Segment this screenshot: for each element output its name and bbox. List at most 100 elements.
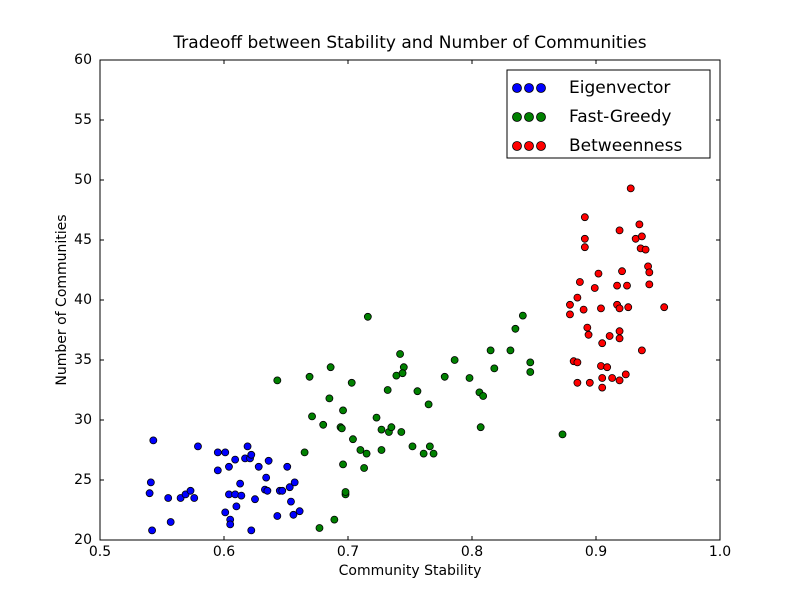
legend-marker: [536, 141, 546, 151]
point: [641, 245, 650, 254]
y-tick-label: 40: [74, 292, 92, 308]
point: [221, 508, 230, 517]
point: [273, 512, 282, 520]
point: [308, 412, 316, 421]
x-tick-label: 1.0: [709, 544, 731, 560]
point: [425, 442, 434, 451]
point: [637, 232, 646, 241]
point: [194, 442, 202, 451]
point: [213, 448, 222, 457]
point: [598, 339, 607, 348]
point: [397, 428, 406, 436]
point: [236, 479, 245, 488]
point: [337, 424, 346, 433]
point: [305, 372, 314, 381]
y-tick-label: 25: [74, 472, 92, 488]
point: [413, 387, 422, 396]
legend-marker: [524, 83, 534, 93]
point: [247, 526, 256, 535]
point: [164, 494, 173, 502]
y-tick-label: 45: [74, 232, 92, 248]
point: [583, 323, 592, 332]
point: [349, 435, 357, 444]
legend-marker: [536, 83, 546, 93]
point: [623, 281, 631, 290]
x-tick-label: 0.6: [213, 544, 235, 560]
point: [526, 368, 535, 376]
point: [330, 515, 339, 524]
point: [263, 486, 272, 495]
point: [289, 510, 298, 519]
point: [377, 446, 386, 454]
y-axis-label: Number of Communities: [54, 214, 70, 385]
point: [221, 448, 230, 457]
point: [590, 284, 599, 292]
point: [419, 449, 428, 458]
point: [573, 293, 582, 302]
point: [558, 430, 567, 439]
point: [254, 462, 263, 471]
y-tick-label: 20: [74, 532, 92, 548]
point: [339, 406, 347, 415]
point: [232, 502, 241, 511]
point: [526, 358, 535, 367]
point: [326, 363, 335, 372]
point: [575, 278, 584, 286]
point: [597, 304, 605, 313]
point: [283, 462, 292, 471]
point: [580, 213, 589, 222]
point: [580, 243, 589, 252]
point: [300, 448, 309, 457]
point: [262, 473, 271, 482]
x-tick-label: 0.7: [337, 544, 359, 560]
point: [251, 495, 259, 504]
point: [356, 446, 365, 454]
point: [429, 449, 438, 458]
point: [518, 311, 527, 320]
y-tick-label: 30: [74, 412, 92, 428]
point: [506, 346, 515, 355]
point: [285, 483, 294, 492]
point: [511, 324, 520, 333]
point: [243, 442, 252, 451]
point: [486, 346, 495, 355]
chart-title: Tradeoff between Stability and Number of…: [172, 33, 646, 53]
point: [624, 303, 633, 312]
point: [377, 425, 386, 434]
point: [615, 226, 624, 235]
point: [149, 436, 158, 445]
point: [585, 378, 594, 387]
point: [615, 327, 624, 336]
point: [396, 350, 404, 358]
y-tick-label: 55: [74, 112, 92, 128]
point: [608, 374, 617, 382]
point: [479, 392, 488, 400]
x-tick-label: 0.8: [461, 544, 483, 560]
point: [278, 486, 287, 495]
point: [621, 370, 630, 379]
point: [573, 378, 582, 387]
point: [273, 376, 282, 385]
x-axis-label: Community Stability: [339, 563, 482, 579]
point: [573, 358, 582, 367]
point: [186, 486, 195, 495]
legend-marker: [512, 141, 522, 151]
point: [615, 334, 624, 343]
point: [615, 304, 624, 313]
point: [424, 400, 433, 409]
point: [226, 520, 235, 529]
point: [637, 346, 646, 355]
point: [339, 460, 347, 469]
point: [231, 455, 240, 464]
point: [247, 450, 256, 459]
point: [145, 489, 154, 498]
legend-marker: [524, 141, 534, 151]
point: [660, 303, 669, 312]
legend-label: Fast-Greedy: [569, 107, 671, 127]
point: [372, 413, 381, 422]
point: [190, 494, 199, 502]
y-tick-label: 35: [74, 352, 92, 368]
point: [598, 374, 607, 382]
point: [383, 386, 392, 394]
